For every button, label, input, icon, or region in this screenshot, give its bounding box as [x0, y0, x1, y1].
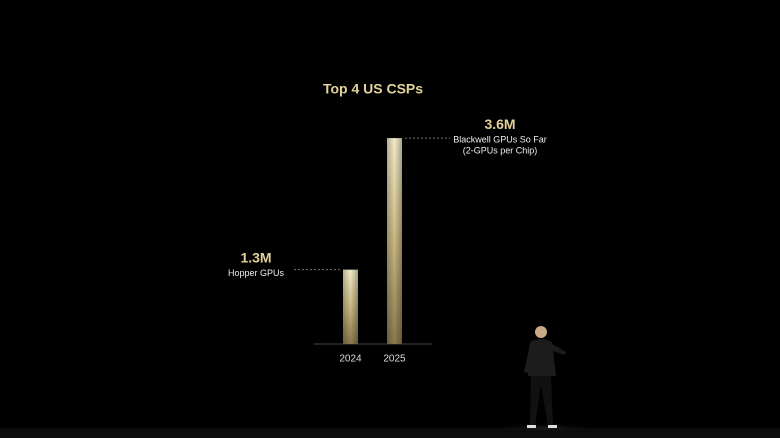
x-tick-label: 2025 [383, 354, 406, 365]
annotation: Hopper GPUs [228, 268, 285, 278]
stage-floor [0, 428, 780, 438]
x-tick-label: 2024 [339, 354, 362, 365]
presenter [524, 326, 566, 428]
annotation: Blackwell GPUs So Far [453, 134, 547, 144]
bar-shade [387, 138, 402, 344]
annotation: (2-GPUs per Chip) [463, 145, 538, 155]
bar-shade [343, 269, 358, 344]
value-label: 1.3M [240, 249, 271, 265]
spotlight [485, 422, 605, 434]
value-label: 3.6M [484, 116, 515, 132]
chart-title: Top 4 US CSPs [323, 81, 423, 97]
